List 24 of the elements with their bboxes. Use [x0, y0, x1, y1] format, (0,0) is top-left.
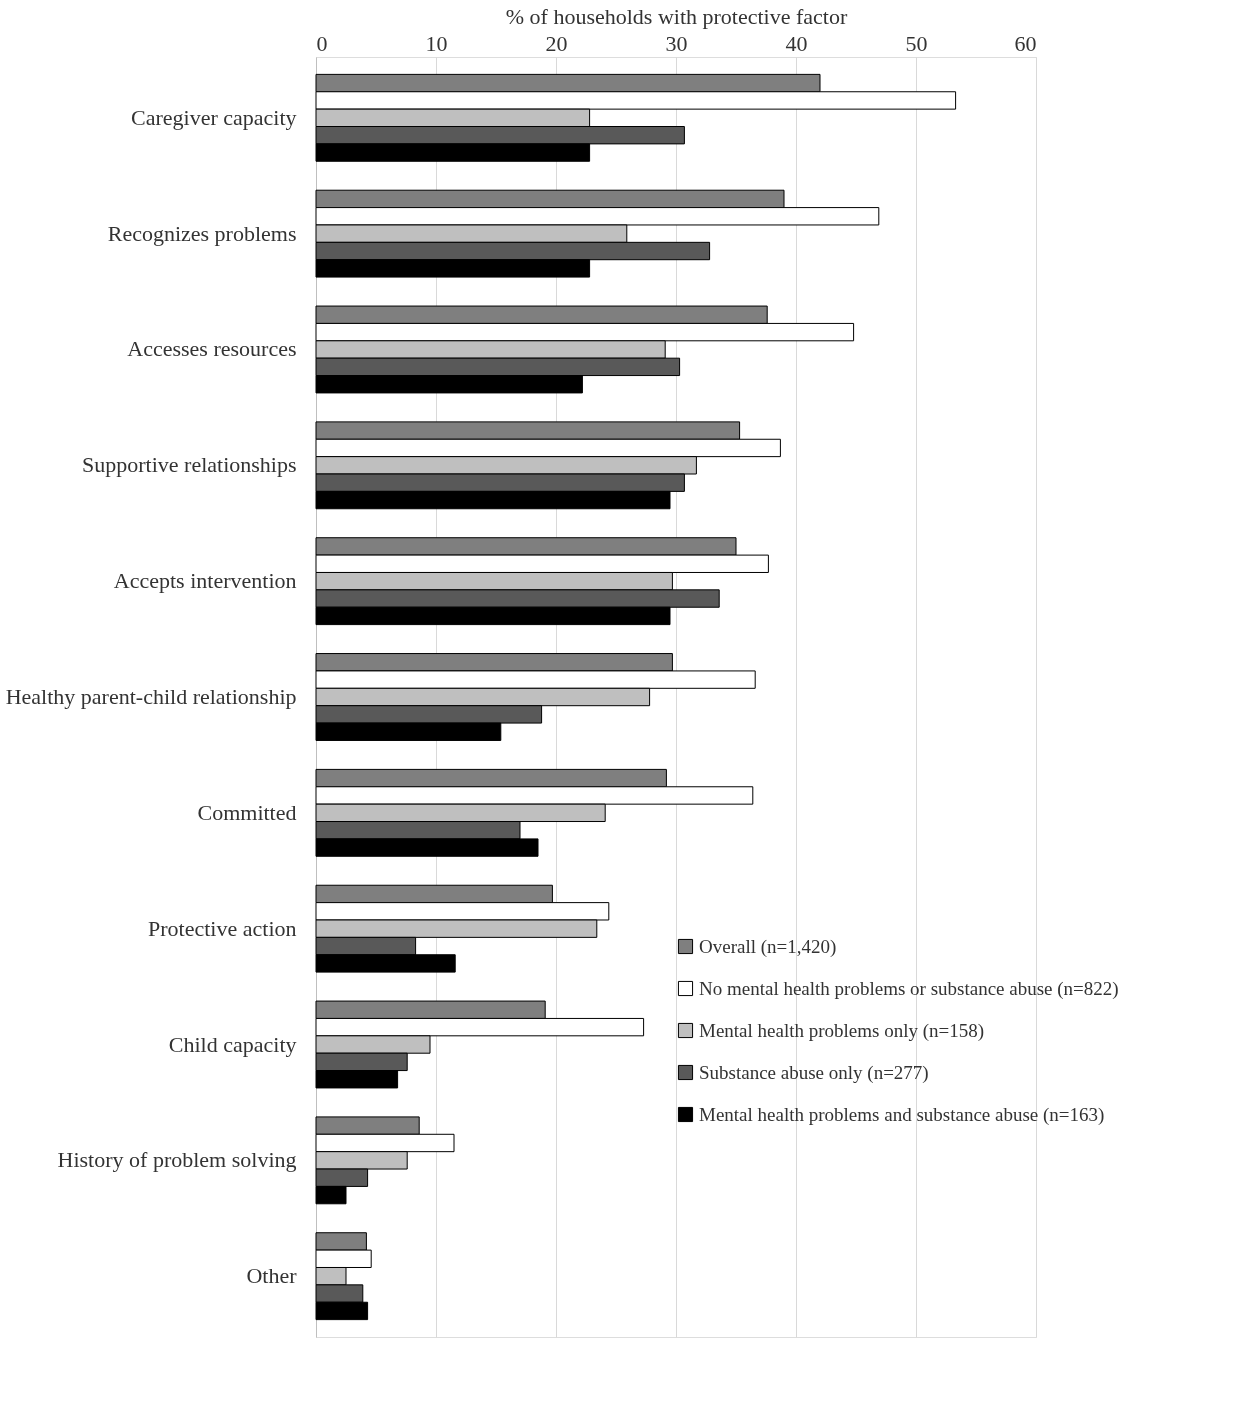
- x-tick-label: 40: [785, 30, 808, 56]
- x-axis-title: % of households with protective factor: [505, 3, 848, 29]
- y-tick-label: History of problem solving: [57, 1147, 297, 1173]
- x-tick-label: 20: [545, 30, 568, 56]
- legend-label: Mental health problems only (n=158): [699, 1019, 985, 1042]
- y-tick-label: Accesses resources: [127, 336, 297, 362]
- x-tick-label: 30: [665, 30, 688, 56]
- y-tick-label: Accepts intervention: [113, 568, 297, 594]
- legend-label: Substance abuse only (n=277): [699, 1061, 929, 1084]
- y-tick-label: Protective action: [148, 915, 297, 941]
- legend-label: Overall (n=1,420): [699, 935, 837, 958]
- x-tick-label: 10: [425, 30, 448, 56]
- legend-label: Mental health problems and substance abuse (n=163): [699, 1103, 1105, 1126]
- y-tick-label: Committed: [197, 799, 297, 825]
- x-tick-label: 50: [905, 30, 928, 56]
- y-tick-label: Supportive relationships: [82, 452, 297, 478]
- y-tick-label: Recognizes problems: [107, 220, 297, 246]
- y-tick-label: Other: [246, 1263, 298, 1289]
- y-tick-label: Caregiver capacity: [130, 104, 297, 130]
- x-tick-label: 0: [316, 30, 328, 56]
- x-tick-label: 60: [1014, 30, 1037, 56]
- y-tick-label: Child capacity: [168, 1031, 297, 1057]
- legend-label: No mental health problems or substance abuse (n=822): [699, 977, 1119, 1000]
- y-tick-label: Healthy parent-child relationship: [5, 684, 297, 709]
